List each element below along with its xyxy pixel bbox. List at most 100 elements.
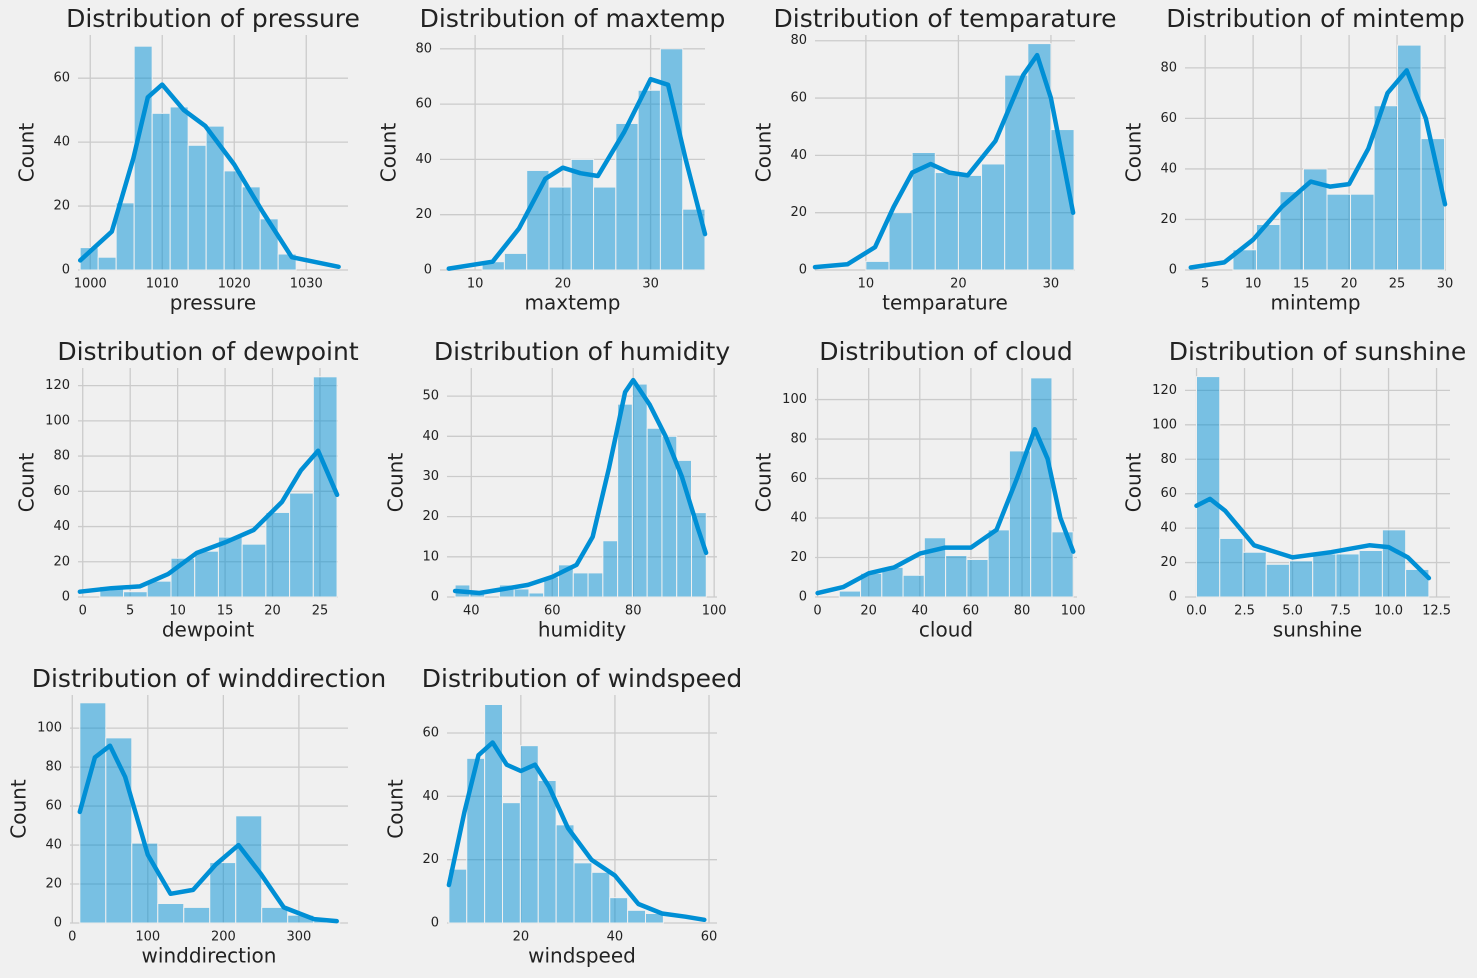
y-tick-label: 40: [1160, 161, 1177, 176]
x-tick-label: 30: [1437, 277, 1454, 292]
y-tick-label: 60: [415, 97, 432, 112]
histogram-bar: [1350, 193, 1375, 271]
x-tick-label: 20: [860, 604, 877, 619]
histogram-bar: [187, 144, 207, 271]
y-tick-label: 20: [422, 509, 439, 524]
histogram-bar: [593, 186, 617, 271]
kde-line: [77, 448, 340, 594]
x-axis-label: humidity: [538, 618, 626, 642]
x-axis-label: temparature: [882, 291, 1008, 315]
histogram-bar: [183, 906, 211, 924]
y-tick-label: 40: [53, 519, 70, 534]
y-tick-label: 60: [53, 484, 70, 499]
x-tick-label: 20: [513, 930, 530, 945]
histogram-bar: [865, 260, 890, 271]
y-tick-label: 80: [1160, 452, 1177, 467]
chart-title: Distribution of mintemp: [1166, 4, 1464, 33]
histogram-bar: [502, 802, 521, 924]
y-axis-label: Count: [1122, 453, 1146, 513]
x-axis-label: mintemp: [1270, 291, 1360, 315]
histogram-bar: [548, 186, 572, 271]
histogram-bar: [217, 536, 243, 598]
x-tick-label: 10.0: [1374, 604, 1403, 619]
y-tick-label: 40: [790, 511, 807, 526]
chart-title: Distribution of windspeed: [422, 664, 742, 693]
histogram-bar: [555, 824, 575, 924]
histogram-bar: [503, 252, 528, 271]
kde-line: [1194, 496, 1432, 581]
histogram-bar: [1335, 553, 1360, 598]
x-axis-label: sunshine: [1273, 618, 1362, 642]
histogram-bar: [934, 172, 959, 271]
histogram-bar: [1326, 193, 1352, 271]
histogram-bar: [957, 174, 983, 271]
chart-title: Distribution of humidity: [434, 337, 730, 366]
y-tick-label: 40: [1160, 521, 1177, 536]
x-axis-label: cloud: [919, 618, 973, 642]
histogram-bar: [223, 170, 243, 271]
chart-title: Distribution of temparature: [774, 4, 1117, 33]
y-axis-label: Count: [7, 779, 31, 839]
histogram-bar: [591, 871, 611, 924]
y-tick-label: 40: [45, 838, 62, 853]
y-tick-label: 10: [422, 549, 439, 564]
histogram-bar: [169, 106, 189, 271]
chart-title: Distribution of maxtemp: [420, 4, 726, 33]
y-tick-label: 40: [422, 789, 439, 804]
y-axis-label: Count: [752, 123, 776, 183]
y-tick-label: 120: [45, 378, 70, 393]
histogram-bar: [615, 122, 639, 271]
y-tick-label: 60: [1160, 111, 1177, 126]
x-tick-label: 20: [555, 277, 572, 292]
histogram-bar: [1219, 537, 1244, 598]
histogram-bar: [981, 163, 1006, 271]
histogram-bar: [537, 780, 557, 924]
histogram-bar: [987, 529, 1010, 598]
x-tick-label: 5: [1201, 277, 1209, 292]
x-tick-label: 10: [169, 604, 186, 619]
x-axis-label: pressure: [170, 291, 256, 315]
y-tick-label: 120: [1152, 383, 1177, 398]
y-axis-label: Count: [384, 453, 408, 513]
x-tick-label: 20: [950, 277, 967, 292]
histogram-bar: [902, 574, 925, 598]
histogram-bar: [123, 591, 148, 598]
x-tick-label: 30: [1043, 277, 1060, 292]
y-axis-label: Count: [377, 123, 401, 183]
histogram-bar: [528, 592, 545, 598]
histogram-bar: [105, 737, 133, 924]
histogram-bar: [241, 543, 267, 598]
histogram-bar: [513, 588, 530, 598]
y-tick-label: 0: [1169, 263, 1177, 278]
histogram-bar: [1373, 105, 1399, 271]
histogram-bar: [1358, 550, 1383, 598]
x-tick-label: 100: [1061, 604, 1086, 619]
x-tick-label: 5: [126, 604, 134, 619]
histogram-bar: [526, 169, 550, 271]
x-axis-label: dewpoint: [162, 618, 255, 642]
histogram-bar: [572, 572, 589, 598]
x-tick-label: 80: [1014, 604, 1031, 619]
x-tick-label: 2.5: [1234, 604, 1255, 619]
y-tick-label: 20: [790, 205, 807, 220]
y-tick-label: 100: [37, 721, 62, 736]
histogram-bar: [609, 897, 629, 924]
y-tick-label: 20: [422, 852, 439, 867]
y-tick-label: 60: [422, 726, 439, 741]
histogram-bar: [573, 862, 593, 924]
y-tick-label: 60: [790, 471, 807, 486]
x-tick-label: 20: [264, 604, 281, 619]
histogram-bar: [289, 492, 314, 598]
x-tick-label: 1020: [218, 277, 251, 292]
histogram-bar: [888, 212, 913, 271]
y-tick-label: 0: [62, 590, 70, 605]
histogram-bar: [682, 208, 706, 271]
histogram-bar: [966, 558, 989, 598]
x-tick-label: 0: [68, 930, 76, 945]
kde-line: [815, 426, 1076, 596]
x-axis-label: maxtemp: [525, 291, 621, 315]
kde-line: [1188, 68, 1448, 270]
y-tick-label: 80: [790, 33, 807, 48]
x-tick-label: 0: [813, 604, 821, 619]
x-tick-label: 25: [312, 604, 329, 619]
